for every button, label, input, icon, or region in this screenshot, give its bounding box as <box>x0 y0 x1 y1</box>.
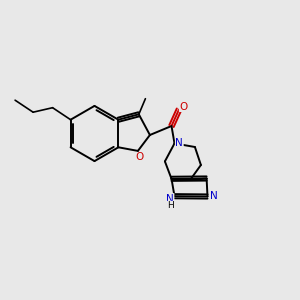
Text: H: H <box>167 201 173 210</box>
Text: N: N <box>166 194 174 204</box>
Text: N: N <box>210 191 218 201</box>
Text: O: O <box>179 101 188 112</box>
Text: N: N <box>176 138 183 148</box>
Text: O: O <box>135 152 143 163</box>
